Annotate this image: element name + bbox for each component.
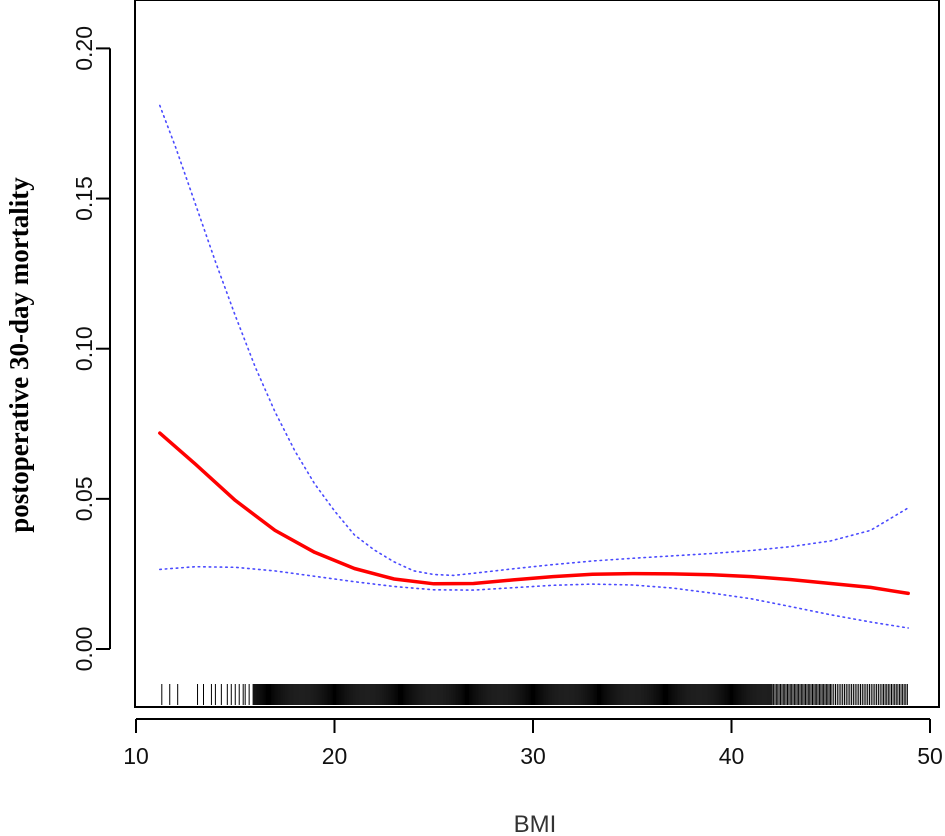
lower-ci-line — [159, 565, 910, 629]
y-tick-label: 0.20 — [71, 26, 97, 71]
rug-plot — [161, 684, 908, 705]
plot-frame — [134, 0, 940, 708]
y-tick-label: 0.15 — [71, 176, 97, 221]
y-tick-label: 0.00 — [71, 627, 97, 672]
x-axis-title: BMI — [514, 811, 557, 836]
y-axis: 0.00 0.05 0.10 0.15 0.20 — [71, 26, 111, 672]
upper-ci-line — [159, 104, 910, 577]
x-tick-label: 30 — [520, 743, 546, 769]
series-group — [158, 104, 910, 629]
x-tick-label: 50 — [917, 743, 943, 769]
x-tick-label: 40 — [719, 743, 745, 769]
y-tick-label: 0.05 — [71, 476, 97, 521]
estimate-line — [158, 431, 910, 596]
y-tick-label: 0.10 — [71, 326, 97, 371]
x-axis: 10 20 30 40 50 — [123, 718, 943, 769]
x-tick-label: 20 — [322, 743, 348, 769]
x-tick-label: 10 — [123, 743, 149, 769]
y-axis-title: postoperative 30-day mortality — [4, 177, 34, 533]
